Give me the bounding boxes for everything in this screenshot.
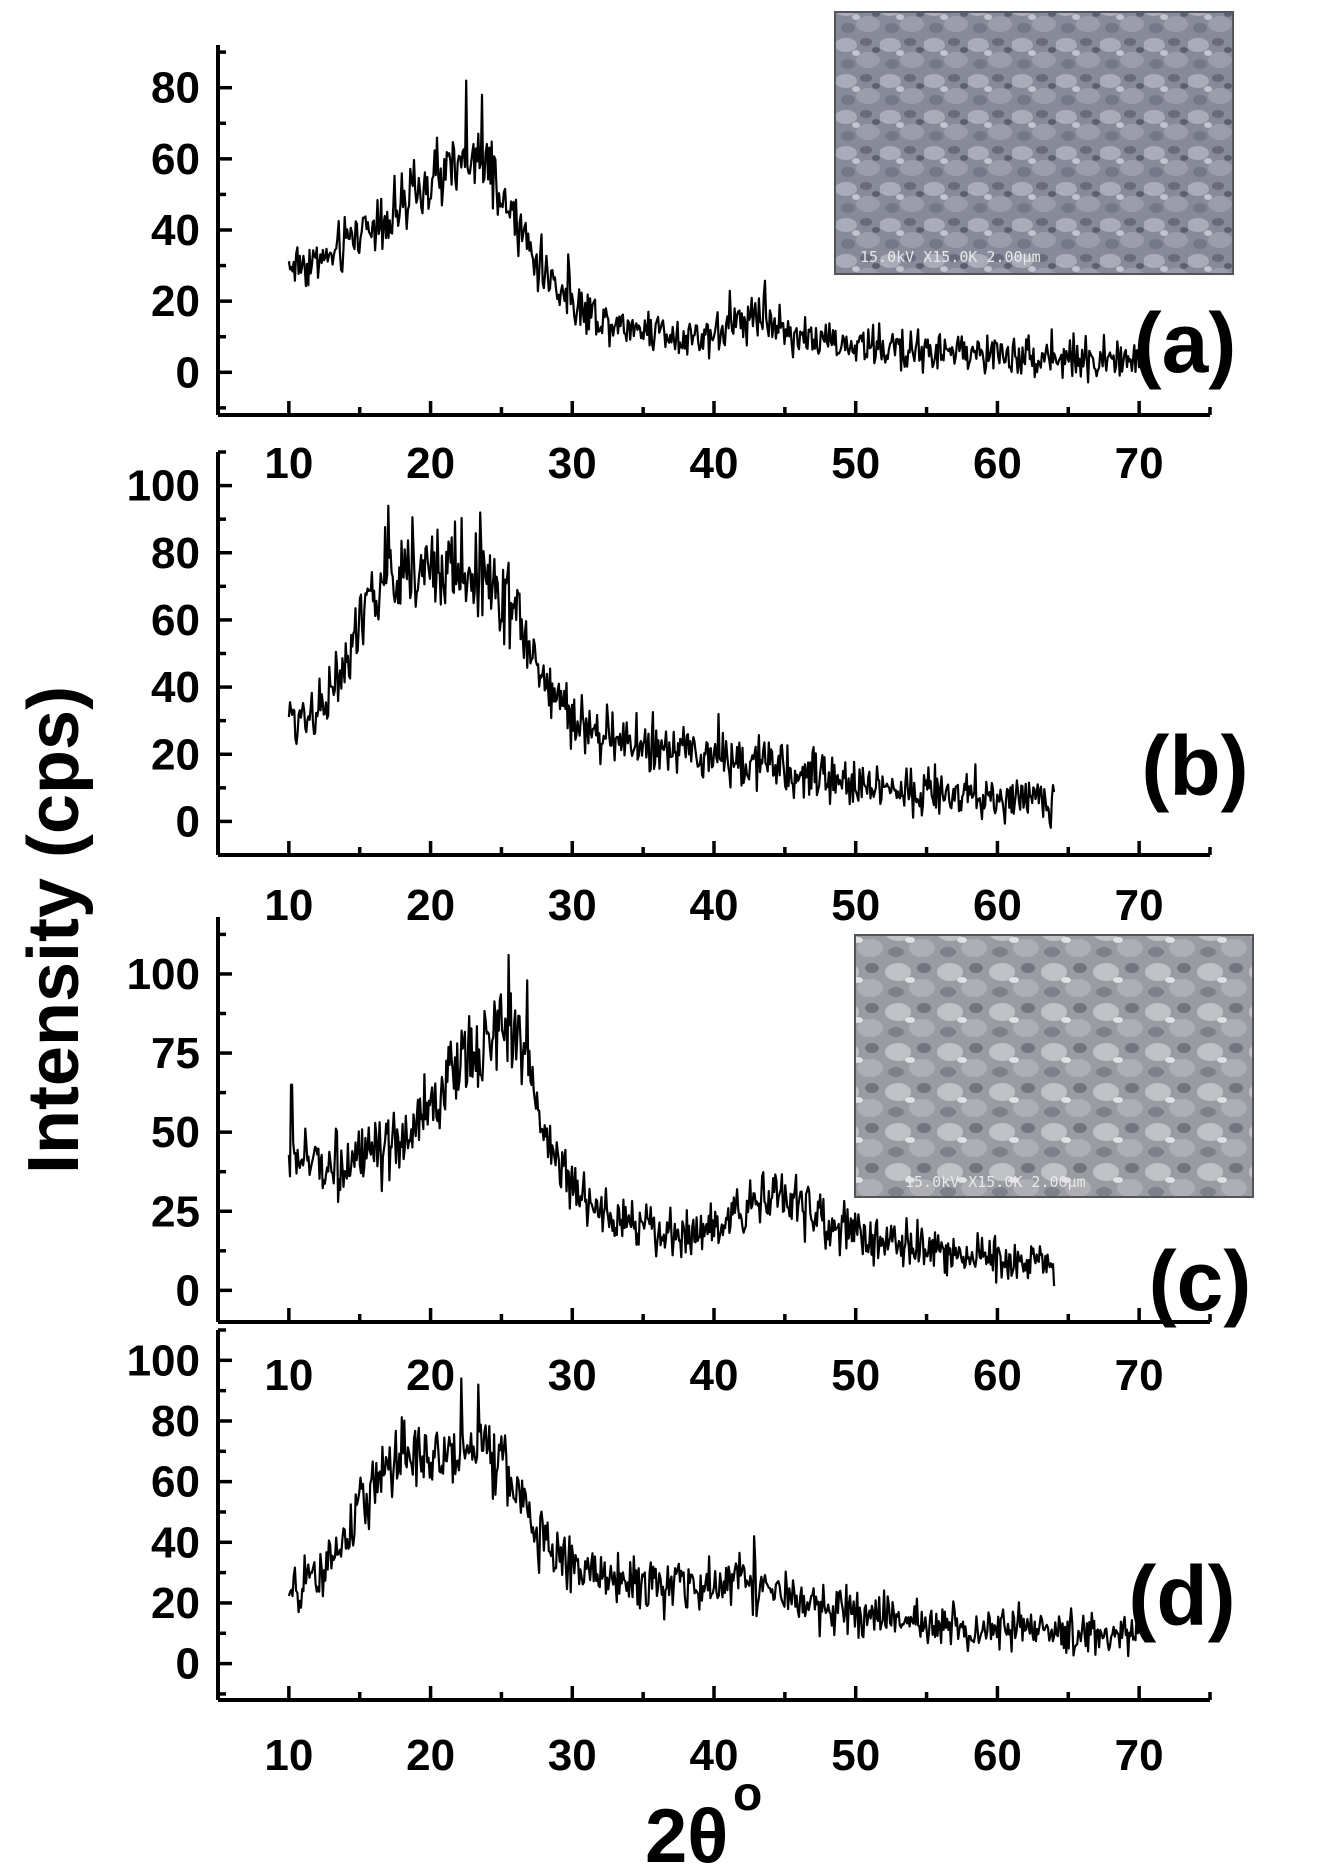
y-tick-label: 60 bbox=[151, 135, 200, 184]
y-tick-label: 0 bbox=[176, 348, 200, 397]
panel-label: (c) bbox=[1149, 1234, 1252, 1328]
x-tick-label: 40 bbox=[690, 1351, 739, 1400]
sem-inset-a: 15.0kV X15.0K 2.00μm bbox=[834, 11, 1234, 275]
x-tick-label: 70 bbox=[1115, 1351, 1164, 1400]
y-tick-label: 40 bbox=[151, 1518, 200, 1567]
y-tick-label: 40 bbox=[151, 206, 200, 255]
x-tick-label: 50 bbox=[831, 1731, 880, 1780]
panel-label: (a) bbox=[1134, 296, 1237, 390]
panel-label: (d) bbox=[1128, 1549, 1235, 1643]
y-tick-label: 80 bbox=[151, 529, 200, 578]
x-tick-label: 40 bbox=[690, 881, 739, 930]
x-tick-label: 20 bbox=[406, 1731, 455, 1780]
x-tick-label: 50 bbox=[831, 1351, 880, 1400]
x-tick-label: 20 bbox=[406, 881, 455, 930]
x-tick-label: 30 bbox=[548, 881, 597, 930]
y-tick-label: 40 bbox=[151, 663, 200, 712]
y-tick-label: 0 bbox=[176, 1266, 200, 1315]
y-tick-label: 100 bbox=[127, 462, 200, 511]
y-tick-label: 80 bbox=[151, 1397, 200, 1446]
sem-inset-a-caption: 15.0kV X15.0K 2.00μm bbox=[860, 248, 1041, 266]
y-tick-label: 80 bbox=[151, 64, 200, 113]
panel-a: 10 20 30 40 50 60 70 0 20 40 60 80 (a) bbox=[151, 45, 1236, 488]
x-tick-label: 30 bbox=[548, 1731, 597, 1780]
x-tick-label: 70 bbox=[1115, 439, 1164, 488]
x-tick-label: 40 bbox=[690, 439, 739, 488]
panel-b: 10 20 30 40 50 60 70 0 20 40 60 80 100 (b) bbox=[127, 450, 1249, 930]
x-tick-label: 50 bbox=[831, 881, 880, 930]
y-axis-title: Intensity (cps) bbox=[14, 686, 94, 1174]
x-tick-label: 60 bbox=[973, 1351, 1022, 1400]
xrd-trace bbox=[287, 79, 1141, 384]
y-tick-label: 60 bbox=[151, 596, 200, 645]
x-tick-label: 30 bbox=[548, 1351, 597, 1400]
x-tick-label: 20 bbox=[406, 439, 455, 488]
x-tick-label: 40 bbox=[690, 1731, 739, 1780]
x-tick-label: 10 bbox=[264, 881, 313, 930]
x-tick-label: 10 bbox=[264, 439, 313, 488]
x-tick-label: 70 bbox=[1115, 1731, 1164, 1780]
xrd-trace bbox=[287, 504, 1056, 829]
xrd-trace bbox=[287, 953, 1056, 1287]
x-axis-title-superscript: o bbox=[733, 1768, 762, 1821]
x-tick-label: 60 bbox=[973, 439, 1022, 488]
sem-inset-c: 15.0kV X15.0K 2.00μm bbox=[854, 934, 1254, 1198]
y-tick-label: 20 bbox=[151, 277, 200, 326]
y-tick-label: 0 bbox=[176, 797, 200, 846]
x-tick-label: 10 bbox=[264, 1731, 313, 1780]
y-tick-label: 20 bbox=[151, 1579, 200, 1628]
x-tick-label: 30 bbox=[548, 439, 597, 488]
y-tick-label: 50 bbox=[151, 1108, 200, 1157]
x-tick-label: 60 bbox=[973, 881, 1022, 930]
x-tick-label: 50 bbox=[831, 439, 880, 488]
x-tick-label: 70 bbox=[1115, 881, 1164, 930]
x-tick-label: 10 bbox=[264, 1351, 313, 1400]
y-tick-label: 25 bbox=[151, 1187, 200, 1236]
panel-c: 10 20 30 40 50 60 70 0 25 50 75 100 (c) bbox=[127, 917, 1252, 1400]
y-tick-label: 75 bbox=[151, 1029, 200, 1078]
xrd-trace bbox=[287, 1377, 1141, 1658]
x-axis-title: 2θ o bbox=[645, 1768, 762, 1876]
y-tick-label: 60 bbox=[151, 1458, 200, 1507]
sem-inset-c-caption: 15.0kV X15.0K 2.00μm bbox=[905, 1173, 1086, 1191]
x-axis-title-text: 2θ bbox=[645, 1794, 728, 1876]
panel-label: (b) bbox=[1141, 719, 1248, 813]
y-tick-label: 20 bbox=[151, 730, 200, 779]
y-tick-label: 0 bbox=[176, 1640, 200, 1689]
panel-d: 10 20 30 40 50 60 70 0 20 40 60 80 100 (d) bbox=[127, 1328, 1236, 1780]
x-tick-label: 60 bbox=[973, 1731, 1022, 1780]
y-tick-label: 100 bbox=[127, 950, 200, 999]
y-tick-label: 100 bbox=[127, 1336, 200, 1385]
x-tick-label: 20 bbox=[406, 1351, 455, 1400]
